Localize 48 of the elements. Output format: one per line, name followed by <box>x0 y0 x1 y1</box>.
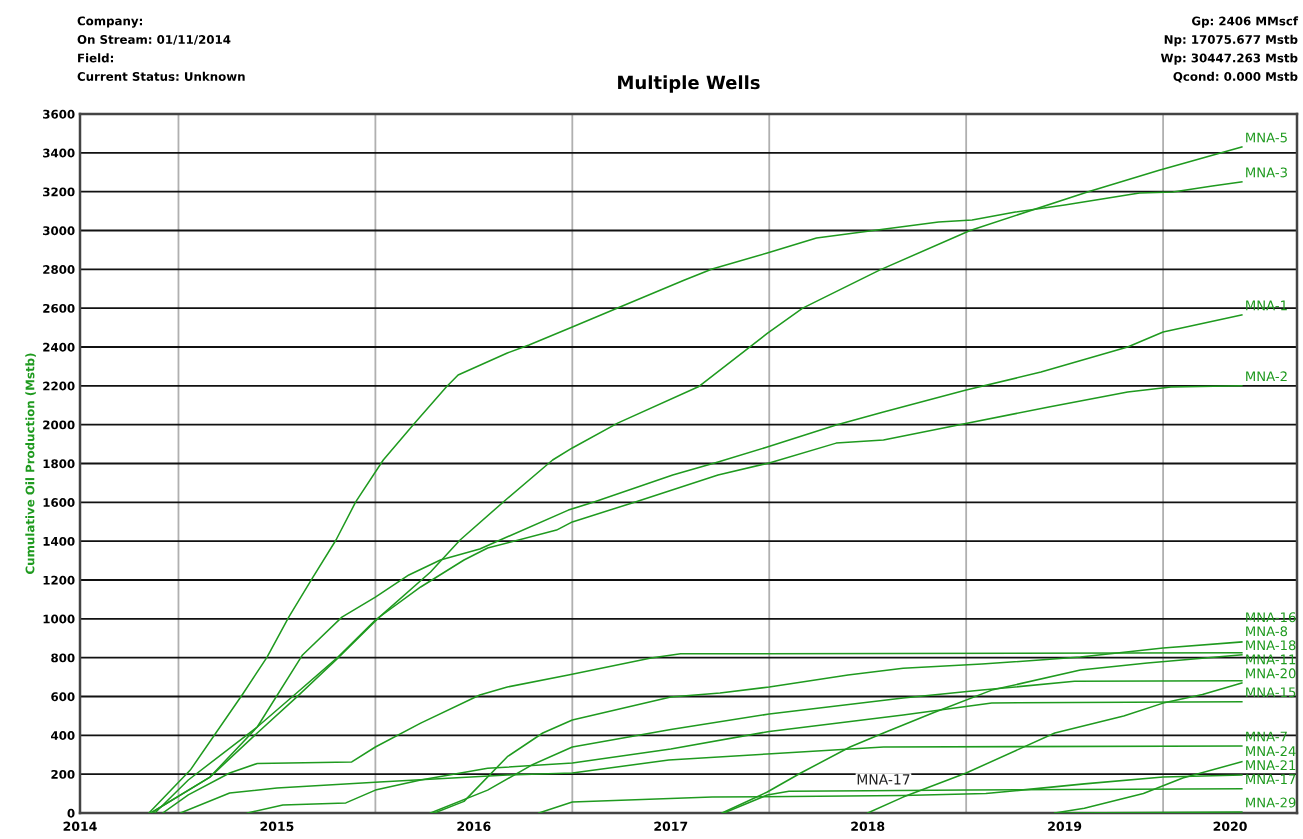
text: Gp: 2406 MMscf <box>1192 16 1299 28</box>
text: Company: <box>77 16 142 28</box>
y-tick-label: 3600 <box>43 109 75 119</box>
x-tick-label: 2015 <box>260 821 294 832</box>
y-tick-label: 2800 <box>43 265 75 274</box>
y-tick-label: 2600 <box>43 303 75 313</box>
series-label: MNA-5 <box>1246 132 1287 143</box>
text: Current Status: Unknown <box>77 71 245 81</box>
x-tick-label: 2016 <box>457 821 491 832</box>
y-tick-label: 200 <box>51 769 75 779</box>
annotation: MNA-17 <box>857 774 910 785</box>
series-label: MNA-29 <box>1246 797 1296 808</box>
x-tick-label: 2020 <box>1213 821 1247 832</box>
series-label: MNA-17 <box>1246 774 1296 784</box>
text: Field: <box>78 53 114 63</box>
y-tick-label: 3000 <box>43 226 75 236</box>
text: On Stream: 01/11/2014 <box>77 35 231 45</box>
y-tick-label: 0 <box>67 808 75 818</box>
y-axis-title: Cumulative Oil Production (Mstb) <box>25 353 36 574</box>
series-label: MNA-18 <box>1246 640 1296 651</box>
chart-title: Multiple Wells <box>618 75 760 93</box>
y-tick-label: 1600 <box>43 498 75 507</box>
y-tick-label: 2200 <box>43 381 75 391</box>
series-label: MNA-20 <box>1246 668 1296 679</box>
series-label: MNA-21 <box>1246 760 1296 770</box>
series-label: MNA-24 <box>1246 746 1296 756</box>
y-tick-label: 1000 <box>43 614 75 624</box>
y-tick-label: 3200 <box>43 187 75 197</box>
y-tick-label: 1400 <box>43 536 75 546</box>
y-tick-label: 2400 <box>43 342 75 352</box>
text: Np: 17075.677 Mstb <box>1164 34 1298 47</box>
x-tick-label: 2017 <box>654 821 688 832</box>
y-tick-label: 1800 <box>43 459 75 469</box>
series-label: MNA-15 <box>1246 687 1296 698</box>
y-tick-label: 1200 <box>43 575 75 585</box>
series-label: MNA-3 <box>1246 167 1287 178</box>
x-tick-label: 2014 <box>63 821 97 832</box>
series-label: MNA-2 <box>1246 371 1287 382</box>
text: Wp: 30447.263 Mstb <box>1160 53 1298 65</box>
series-label: MNA-8 <box>1246 626 1288 637</box>
y-tick-label: 600 <box>51 692 75 702</box>
y-tick-label: 2000 <box>43 420 75 430</box>
x-tick-label: 2019 <box>1048 821 1082 832</box>
text: Qcond: 0.000 Mstb <box>1173 71 1298 83</box>
x-tick-label: 2018 <box>851 821 885 832</box>
y-tick-label: 400 <box>51 731 75 740</box>
y-tick-label: 800 <box>51 653 75 663</box>
y-tick-label: 3400 <box>43 148 75 158</box>
